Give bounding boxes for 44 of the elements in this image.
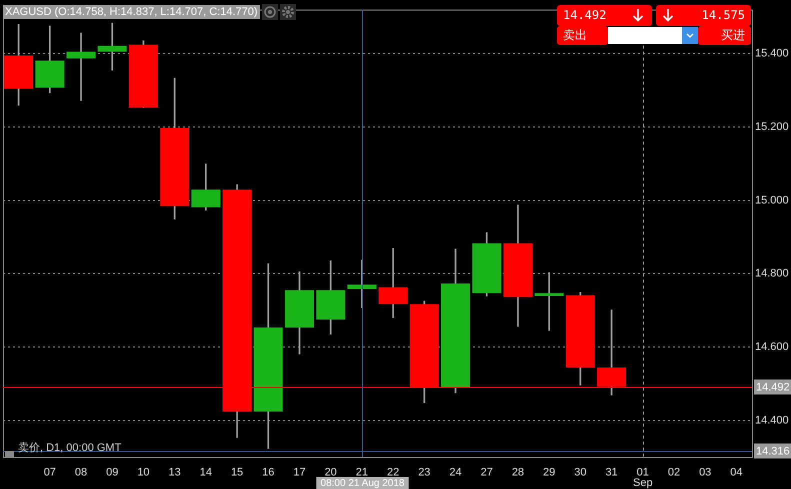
- x-tick-label: 30: [574, 466, 586, 479]
- y-tick-label: 14.800: [755, 268, 789, 280]
- x-tick-label: 10: [137, 466, 150, 479]
- text: Sep: [633, 477, 653, 489]
- x-tick-label: 13: [168, 466, 181, 479]
- annotation: 14.575: [702, 8, 745, 22]
- ref-line-label: 08:00 21 Aug 2018: [320, 478, 405, 489]
- buy-label-button: 买进: [698, 26, 751, 45]
- x-tick-label: 31: [605, 466, 618, 479]
- y-tick-label: 15.400: [755, 48, 789, 60]
- x-tick-label: 03: [699, 466, 712, 479]
- annotation: 14.492: [563, 8, 606, 22]
- y-tick-label: 15.000: [755, 194, 789, 206]
- ref-line-label: 14.316: [756, 446, 790, 458]
- candlestick: [66, 32, 96, 101]
- x-tick-label: 08: [74, 466, 88, 479]
- x-tick-label: 14: [200, 466, 212, 479]
- x-tick-label: 09: [106, 466, 118, 479]
- x-tick-label: 27: [480, 466, 493, 479]
- x-tick-label: 07: [44, 466, 56, 479]
- y-tick-label: 14.400: [755, 414, 789, 426]
- x-tick-label: 04: [730, 466, 743, 479]
- x-tick-label: 21: [356, 466, 368, 479]
- x-tick-label: 01: [636, 466, 649, 479]
- annotation: 买进: [721, 27, 745, 44]
- y-tick-label: 15.200: [755, 120, 789, 133]
- x-tick-label: 17: [293, 466, 306, 479]
- x-tick-label: 23: [418, 466, 430, 479]
- sell-button: 14.492: [557, 5, 652, 26]
- x-tick-label: 24: [449, 466, 462, 479]
- x-tick-label: 29: [543, 466, 556, 479]
- x-tick-label: 02: [668, 466, 680, 479]
- x-tick-label: 15: [230, 466, 244, 479]
- annotation: 卖价, D1, 00:00 GMT: [18, 441, 122, 455]
- chart-title: XAGUSD (O:14.758, H:14.837, L:14.707, C:14.770): [3, 5, 260, 19]
- y-tick-label: 14.600: [755, 341, 789, 354]
- buy-button: 14.575: [656, 5, 751, 26]
- x-tick-label: 22: [386, 466, 400, 479]
- annotation: 卖出: [563, 27, 587, 44]
- x-tick-label: 16: [262, 466, 274, 479]
- x-tick-label: 28: [512, 466, 524, 479]
- sell-label-button: 卖出: [557, 26, 608, 45]
- x-tick-label: 20: [324, 466, 337, 479]
- ref-line-label: 14.492: [756, 382, 790, 394]
